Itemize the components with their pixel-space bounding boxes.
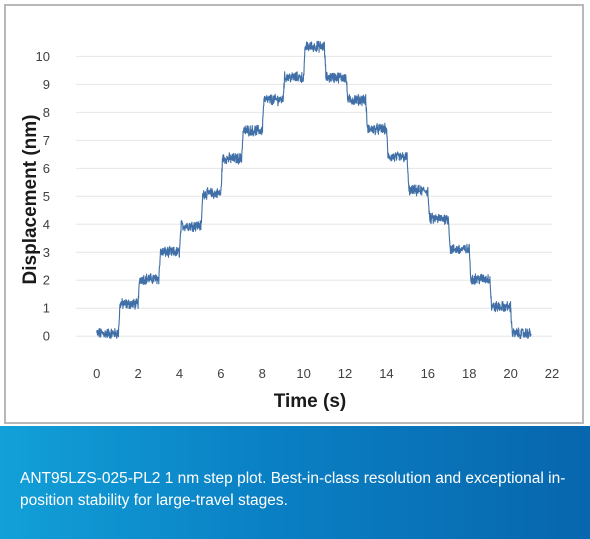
- x-tick-label-22: 22: [545, 366, 559, 381]
- x-tick-label-8: 8: [259, 366, 266, 381]
- y-tick-label-9: 9: [43, 77, 50, 92]
- x-tick-label-12: 12: [338, 366, 352, 381]
- x-tick-label-14: 14: [379, 366, 393, 381]
- y-tick-label-5: 5: [43, 189, 50, 204]
- caption-band: ANT95LZS-025-PL2 1 nm step plot. Best-in…: [0, 426, 590, 539]
- x-tick-label-20: 20: [503, 366, 517, 381]
- y-tick-label-3: 3: [43, 245, 50, 260]
- x-tick-label-6: 6: [217, 366, 224, 381]
- x-axis-title: Time (s): [274, 391, 347, 412]
- y-tick-label-4: 4: [43, 217, 50, 232]
- x-tick-label-4: 4: [176, 366, 183, 381]
- y-tick-label-2: 2: [43, 273, 50, 288]
- x-tick-label-0: 0: [93, 366, 100, 381]
- y-tick-label-1: 1: [43, 301, 50, 316]
- x-tick-label-2: 2: [134, 366, 141, 381]
- y-tick-label-8: 8: [43, 105, 50, 120]
- y-axis-title: Displacement (nm): [20, 115, 41, 285]
- series-layer: [96, 40, 532, 340]
- x-tick-label-10: 10: [296, 366, 310, 381]
- caption-text: ANT95LZS-025-PL2 1 nm step plot. Best-in…: [20, 470, 566, 509]
- y-tick-label-10: 10: [36, 49, 50, 64]
- gridlines: [76, 55, 552, 337]
- y-axis-ticks: 0 1 2 3 4 5 6 7 8 9 10: [36, 49, 50, 344]
- chart-frame: 0 1 2 3 4 5 6 7 8 9 10 0 2 4 6 8 10 12 14 16 18 20 22 Time (s…: [4, 4, 584, 424]
- y-tick-label-0: 0: [43, 329, 50, 344]
- y-tick-label-6: 6: [43, 161, 50, 176]
- displacement-series-line: [96, 40, 532, 340]
- x-tick-label-16: 16: [421, 366, 435, 381]
- x-tick-label-18: 18: [462, 366, 476, 381]
- y-tick-label-7: 7: [43, 133, 50, 148]
- x-axis-ticks: 0 2 4 6 8 10 12 14 16 18 20 22: [93, 366, 559, 381]
